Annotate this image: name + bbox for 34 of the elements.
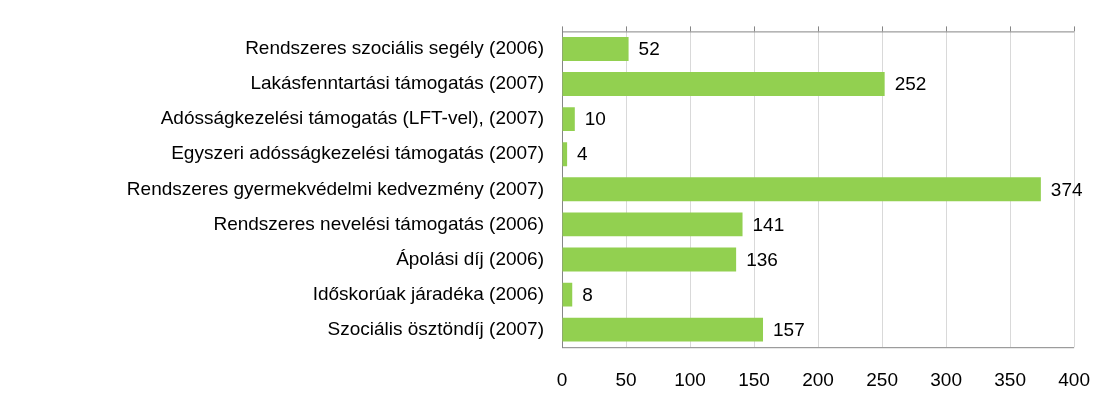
x-tick-label: 200 — [802, 368, 834, 390]
y-tick-label: Rendszeres szociális segély (2006) — [245, 37, 544, 59]
bar — [562, 317, 764, 342]
data-label: 252 — [894, 73, 927, 95]
y-tick-label: Szociális ösztöndíj (2007) — [327, 317, 544, 339]
data-label: 141 — [752, 213, 785, 235]
bar — [562, 177, 1041, 202]
x-tick-label: 50 — [615, 368, 637, 390]
data-label: 157 — [773, 318, 805, 340]
bar — [562, 72, 885, 96]
y-tick-label: Ápolási díj (2006) — [396, 247, 544, 269]
bar — [562, 37, 629, 61]
data-label: 374 — [1050, 178, 1083, 200]
y-tick-label: Rendszeres gyermekvédelmi kedvezmény (2007) — [126, 177, 544, 199]
y-tick-label: Adósságkezelési támogatás (LFT-vel), (2007) — [160, 107, 544, 129]
bar — [562, 212, 743, 237]
x-tick-label: 0 — [556, 368, 568, 390]
bar — [562, 107, 575, 132]
x-tick-label: 300 — [930, 368, 962, 390]
data-label: 4 — [577, 143, 589, 165]
data-label: 136 — [746, 248, 778, 270]
y-tick-label: Lakásfenntartási támogatás (2007) — [250, 72, 544, 94]
bar — [562, 247, 737, 272]
x-tick-label: 400 — [1058, 368, 1090, 390]
data-label: 10 — [584, 108, 606, 130]
x-tick-label: 250 — [866, 368, 898, 390]
x-tick-label: 350 — [994, 368, 1026, 390]
y-tick-label: Rendszeres nevelési támogatás (2006) — [213, 212, 544, 234]
data-label: 8 — [582, 283, 593, 305]
x-tick-label: 150 — [738, 368, 770, 390]
y-tick-label: Egyszeri adósságkezelési támogatás (2007) — [171, 142, 544, 164]
x-tick-label: 100 — [674, 368, 706, 390]
data-label: 52 — [638, 38, 660, 60]
y-tick-label: Időskorúak járadéka (2006) — [312, 282, 544, 304]
